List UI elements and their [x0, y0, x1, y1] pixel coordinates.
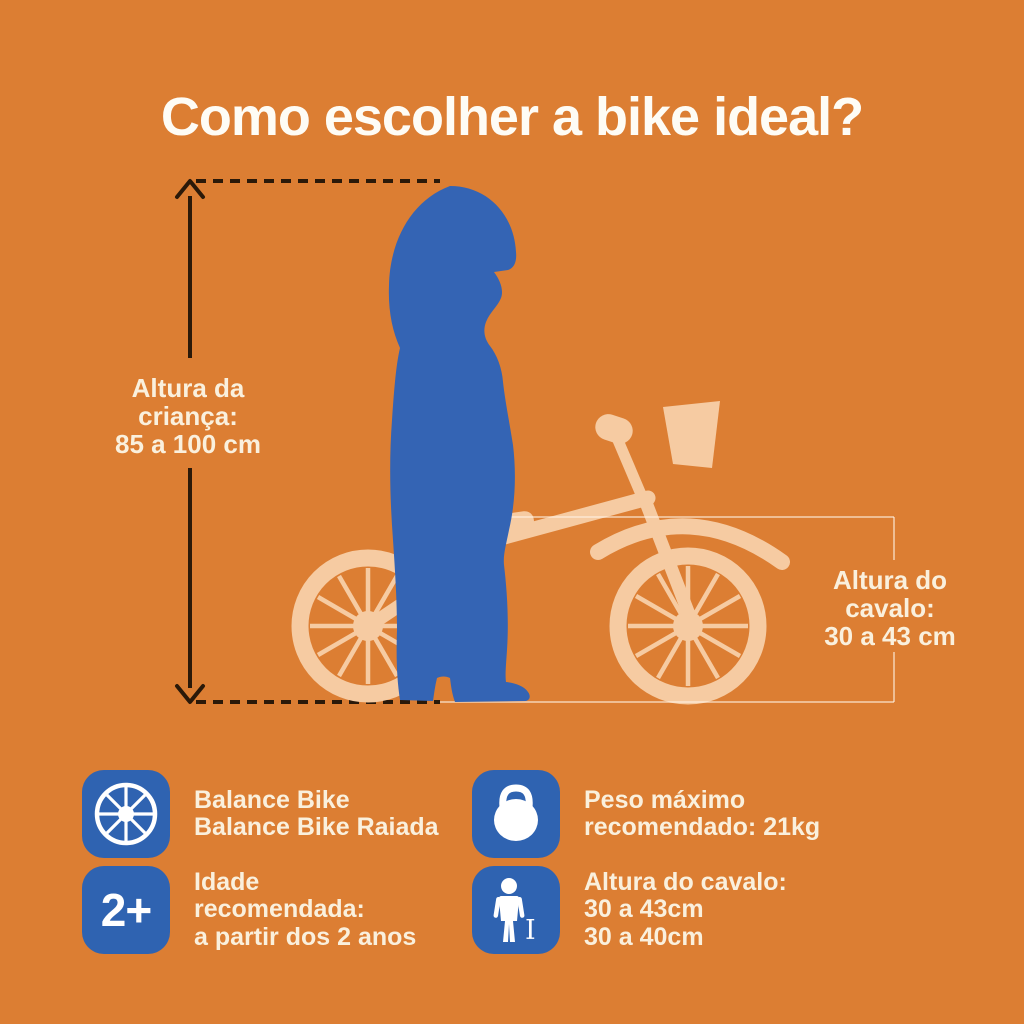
spec-text-age: Idade recomendada: a partir dos 2 anos — [194, 867, 417, 952]
top-tube — [489, 490, 656, 547]
front-fork — [638, 493, 699, 629]
spec-item-standover: I Altura do cavalo: 30 a 43cm 30 a 40cm — [472, 866, 787, 954]
person-height-icon-graphic: I — [493, 878, 536, 946]
spec-line: a partir dos 2 anos — [194, 922, 417, 951]
spec-item-weight: Peso máximo recomendado: 21kg — [472, 770, 820, 858]
age-badge-text: 2+ — [100, 884, 152, 936]
person-height-icon: I — [472, 866, 560, 954]
standover-line: 30 a 43 cm — [824, 621, 956, 651]
spec-line: Idade — [194, 867, 260, 896]
spec-line: recomendado: 21kg — [584, 813, 821, 841]
front-fender — [590, 518, 790, 570]
child-silhouette — [388, 186, 530, 702]
spec-line: recomendada: — [194, 895, 365, 924]
handlebar-grip — [595, 414, 633, 444]
svg-text:I: I — [525, 915, 536, 946]
standover-line: cavalo: — [845, 593, 935, 623]
kettlebell-icon — [472, 770, 560, 858]
spec-item-bike-type: Balance Bike Balance Bike Raiada — [82, 770, 439, 858]
child-height-line: criança: — [138, 401, 238, 431]
spec-line: 30 a 43cm — [584, 895, 704, 924]
spec-text-weight: Peso máximo recomendado: 21kg — [584, 785, 821, 842]
standover-line: Altura do — [832, 565, 948, 595]
basket — [663, 401, 720, 468]
balance-bike-silhouette — [291, 401, 790, 705]
spec-line: 30 a 40cm — [584, 922, 704, 951]
spec-line: Balance Bike Raiada — [194, 813, 439, 841]
arrowhead-up — [175, 179, 205, 199]
wheel-icon-graphic — [94, 782, 158, 846]
wheel-icon — [82, 770, 170, 858]
spec-text-standover: Altura do cavalo: 30 a 43cm 30 a 40cm — [584, 867, 787, 952]
kettlebell-icon-graphic — [494, 784, 538, 841]
handlebar-stem — [611, 432, 649, 505]
spec-text-bike-type: Balance Bike Balance Bike Raiada — [194, 785, 439, 842]
age-badge: 2+ — [82, 866, 170, 954]
spec-line: Altura do cavalo: — [584, 867, 787, 896]
child-height-line: 85 a 100 cm — [114, 429, 261, 459]
spec-line: Balance Bike — [194, 785, 350, 814]
standover-bracket — [440, 516, 895, 703]
page-title: Como escolher a bike ideal? — [160, 87, 864, 147]
child-height-measure — [175, 179, 440, 704]
standover-height-label: Altura do cavalo: 30 a 43 cm — [788, 566, 992, 650]
child-height-label: Altura da criança: 85 a 100 cm — [88, 374, 288, 458]
spec-item-age: 2+ Idade recomendada: a partir dos 2 ano… — [82, 866, 416, 954]
arrowhead-down — [175, 684, 205, 704]
child-height-line: Altura da — [131, 373, 245, 403]
spec-line: Peso máximo — [584, 785, 746, 814]
